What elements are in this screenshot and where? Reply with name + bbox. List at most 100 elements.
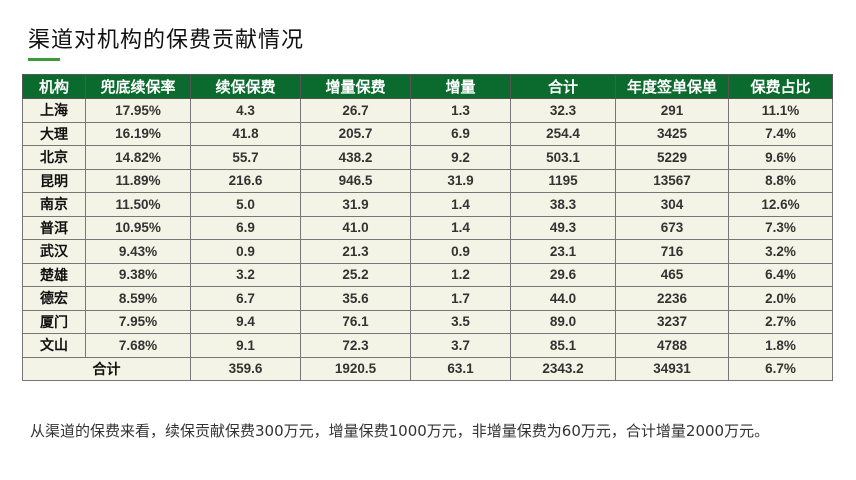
total-row: 合计 359.6 1920.5 63.1 2343.2 34931 6.7% [22,356,833,381]
table-cell: 7.68% [85,333,191,358]
table-cell: 9.4 [190,309,301,334]
page-title: 渠道对机构的保费贡献情况 [28,28,305,53]
table-cell: 55.7 [190,145,301,170]
table-cell: 1.8% [728,333,833,358]
table-cell: 716 [615,239,729,264]
column-header: 增量 [410,74,511,99]
table-cell: 205.7 [300,121,411,146]
table-cell: 31.9 [300,192,411,217]
table-cell: 3.5 [410,309,511,334]
table-cell: 8.8% [728,168,833,193]
org-cell: 武汉 [22,239,86,264]
table-cell: 438.2 [300,145,411,170]
table-cell: 9.38% [85,262,191,287]
table-row: 德宏 8.59% 6.7 35.6 1.7 44.0 2236 2.0% [22,286,833,311]
table-cell: 946.5 [300,168,411,193]
org-cell: 南京 [22,192,86,217]
table-cell: 35.6 [300,286,411,311]
header-row: 机构 兜底续保率 续保保费 增量保费 增量 合计 年度签单保单 保费占比 [22,74,833,99]
table-cell: 41.0 [300,215,411,240]
total-cell: 6.7% [728,356,833,381]
table-cell: 6.9 [190,215,301,240]
table-cell: 44.0 [510,286,616,311]
org-cell: 昆明 [22,168,86,193]
column-header: 增量保费 [300,74,411,99]
total-label: 合计 [22,356,191,381]
table-cell: 465 [615,262,729,287]
total-cell: 34931 [615,356,729,381]
column-header: 机构 [22,74,86,99]
table-cell: 9.6% [728,145,833,170]
column-header: 年度签单保单 [615,74,729,99]
table-cell: 3.2% [728,239,833,264]
column-header: 兜底续保率 [85,74,191,99]
table-cell: 5.0 [190,192,301,217]
table-row: 文山 7.68% 9.1 72.3 3.7 85.1 4788 1.8% [22,333,833,358]
table-row: 厦门 7.95% 9.4 76.1 3.5 89.0 3237 2.7% [22,309,833,334]
table-cell: 254.4 [510,121,616,146]
table-cell: 1.4 [410,215,511,240]
column-header: 保费占比 [728,74,833,99]
table-cell: 25.2 [300,262,411,287]
table-cell: 31.9 [410,168,511,193]
table-cell: 304 [615,192,729,217]
total-cell: 63.1 [410,356,511,381]
total-cell: 359.6 [190,356,301,381]
table-cell: 29.6 [510,262,616,287]
org-cell: 上海 [22,98,86,123]
column-header: 合计 [510,74,616,99]
table-cell: 41.8 [190,121,301,146]
table-cell: 7.4% [728,121,833,146]
total-cell: 1920.5 [300,356,411,381]
contribution-table: 机构 兜底续保率 续保保费 增量保费 增量 合计 年度签单保单 保费占比 上海 17.95% 4.… [22,74,833,381]
table-cell: 8.59% [85,286,191,311]
table-cell: 11.89% [85,168,191,193]
table-cell: 21.3 [300,239,411,264]
table-cell: 9.2 [410,145,511,170]
table-cell: 76.1 [300,309,411,334]
table-row: 普洱 10.95% 6.9 41.0 1.4 49.3 673 7.3% [22,215,833,240]
table-row: 南京 11.50% 5.0 31.9 1.4 38.3 304 12.6% [22,192,833,217]
table-cell: 13567 [615,168,729,193]
table-cell: 4.3 [190,98,301,123]
summary-text: 从渠道的保费来看，续保贡献保费300万元，增量保费1000万元，非增量保费为60… [30,422,770,440]
table-cell: 26.7 [300,98,411,123]
table-cell: 49.3 [510,215,616,240]
table-cell: 6.4% [728,262,833,287]
table-cell: 85.1 [510,333,616,358]
table-cell: 216.6 [190,168,301,193]
table-cell: 16.19% [85,121,191,146]
table-row: 楚雄 9.38% 3.2 25.2 1.2 29.6 465 6.4% [22,262,833,287]
table-cell: 673 [615,215,729,240]
table-row: 昆明 11.89% 216.6 946.5 31.9 1195 13567 8.8% [22,168,833,193]
table-cell: 2.7% [728,309,833,334]
table-cell: 4788 [615,333,729,358]
table-cell: 1195 [510,168,616,193]
table-cell: 7.95% [85,309,191,334]
table-cell: 11.1% [728,98,833,123]
table-cell: 3237 [615,309,729,334]
org-cell: 厦门 [22,309,86,334]
table-row: 上海 17.95% 4.3 26.7 1.3 32.3 291 11.1% [22,98,833,123]
table-cell: 14.82% [85,145,191,170]
org-cell: 北京 [22,145,86,170]
table-cell: 38.3 [510,192,616,217]
table-cell: 17.95% [85,98,191,123]
table-row: 北京 14.82% 55.7 438.2 9.2 503.1 5229 9.6% [22,145,833,170]
org-cell: 德宏 [22,286,86,311]
table-cell: 3425 [615,121,729,146]
org-cell: 楚雄 [22,262,86,287]
table-cell: 7.3% [728,215,833,240]
table-cell: 0.9 [190,239,301,264]
table-cell: 6.7 [190,286,301,311]
table-cell: 23.1 [510,239,616,264]
table-cell: 72.3 [300,333,411,358]
table-cell: 1.4 [410,192,511,217]
table-cell: 11.50% [85,192,191,217]
table-row: 大理 16.19% 41.8 205.7 6.9 254.4 3425 7.4% [22,121,833,146]
table-cell: 9.1 [190,333,301,358]
table-cell: 2.0% [728,286,833,311]
column-header: 续保保费 [190,74,301,99]
table-cell: 32.3 [510,98,616,123]
